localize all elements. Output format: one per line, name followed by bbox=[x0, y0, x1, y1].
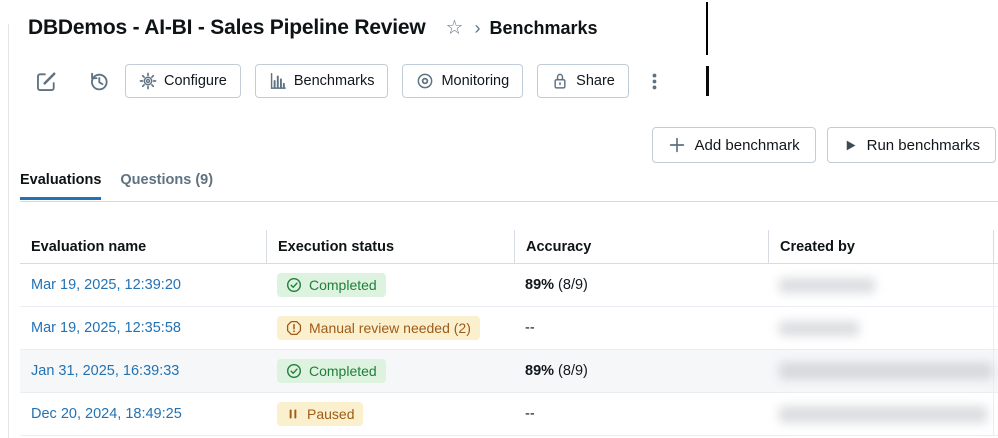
created-by-redacted bbox=[779, 277, 875, 293]
monitor-eye-icon bbox=[418, 73, 433, 89]
title-row: DBDemos - AI-BI - Sales Pipeline Review … bbox=[28, 12, 598, 44]
accuracy-detail: (8/9) bbox=[554, 277, 588, 293]
configure-label: Configure bbox=[164, 73, 227, 89]
check-circle-icon bbox=[286, 363, 302, 379]
lock-icon bbox=[554, 73, 566, 89]
tab-questions[interactable]: Questions (9) bbox=[120, 172, 214, 188]
column-header-accuracy: Accuracy bbox=[514, 230, 768, 263]
table-row[interactable]: Mar 19, 2025, 12:35:58 Manual review nee… bbox=[20, 307, 998, 350]
window-left-border bbox=[8, 24, 9, 438]
status-badge: Completed bbox=[277, 273, 386, 297]
run-benchmarks-label: Run benchmarks bbox=[866, 136, 980, 154]
caret-artifact-top bbox=[706, 2, 708, 55]
evaluations-table: Evaluation name Execution status Accurac… bbox=[20, 230, 998, 436]
accuracy-value: 89% bbox=[525, 277, 555, 293]
accuracy-detail: (8/9) bbox=[554, 363, 588, 379]
add-benchmark-button[interactable]: Add benchmark bbox=[651, 127, 816, 163]
accuracy-detail: -- bbox=[525, 320, 535, 336]
history-icon[interactable] bbox=[85, 68, 111, 94]
configure-button[interactable]: Configure bbox=[125, 64, 241, 98]
page-title: DBDemos - AI-BI - Sales Pipeline Review bbox=[28, 16, 426, 39]
status-badge: Completed bbox=[277, 359, 386, 383]
row-spacer bbox=[993, 264, 998, 306]
status-badge: Paused bbox=[277, 402, 364, 426]
status-label: Manual review needed (2) bbox=[309, 320, 471, 336]
row-spacer bbox=[993, 350, 998, 392]
kebab-menu-icon[interactable] bbox=[644, 68, 666, 94]
evaluation-link[interactable]: Dec 20, 2024, 18:49:25 bbox=[31, 406, 182, 422]
share-button[interactable]: Share bbox=[537, 64, 629, 98]
status-label: Paused bbox=[307, 406, 355, 422]
tab-evaluations[interactable]: Evaluations bbox=[20, 172, 102, 200]
pause-icon bbox=[289, 409, 297, 419]
row-spacer bbox=[993, 393, 998, 435]
monitoring-button[interactable]: Monitoring bbox=[402, 64, 524, 98]
plus-icon bbox=[669, 137, 684, 153]
share-label: Share bbox=[576, 73, 615, 89]
play-icon bbox=[846, 140, 855, 150]
toolbar: Configure Benchmarks Monitoring Share bbox=[33, 64, 666, 98]
evaluation-link[interactable]: Mar 19, 2025, 12:39:20 bbox=[31, 277, 181, 293]
benchmarks-label: Benchmarks bbox=[293, 73, 375, 89]
check-circle-icon bbox=[286, 277, 302, 293]
favorite-star-icon[interactable]: ☆ bbox=[445, 17, 464, 39]
add-benchmark-label: Add benchmark bbox=[694, 136, 800, 154]
tab-bar: Evaluations Questions (9) bbox=[20, 172, 213, 200]
column-header-created-by: Created by bbox=[768, 230, 993, 263]
edit-icon[interactable] bbox=[33, 68, 59, 94]
bar-chart-icon bbox=[270, 72, 286, 89]
tabs-divider bbox=[20, 201, 998, 202]
status-badge: Manual review needed (2) bbox=[277, 316, 480, 340]
table-header-row: Evaluation name Execution status Accurac… bbox=[20, 230, 998, 264]
benchmarks-button[interactable]: Benchmarks bbox=[254, 64, 389, 98]
row-spacer bbox=[993, 307, 998, 349]
table-row[interactable]: Dec 20, 2024, 18:49:25 Paused -- bbox=[20, 393, 998, 436]
monitoring-label: Monitoring bbox=[441, 73, 510, 89]
evaluation-link[interactable]: Mar 19, 2025, 12:35:58 bbox=[31, 320, 181, 336]
column-header-evaluation-name: Evaluation name bbox=[31, 238, 147, 255]
column-header-execution-status: Execution status bbox=[266, 230, 514, 263]
status-label: Completed bbox=[309, 363, 377, 379]
breadcrumb-benchmarks: Benchmarks bbox=[489, 17, 598, 38]
status-label: Completed bbox=[309, 277, 377, 293]
table-row[interactable]: Jan 31, 2025, 16:39:33 Completed 89% (8/… bbox=[20, 350, 998, 393]
caret-artifact-toolbar bbox=[706, 66, 709, 96]
accuracy-detail: -- bbox=[525, 406, 535, 422]
alert-octagon-icon bbox=[286, 320, 302, 336]
accuracy-value: 89% bbox=[525, 363, 555, 379]
run-benchmarks-button[interactable]: Run benchmarks bbox=[826, 127, 996, 163]
created-by-redacted bbox=[779, 320, 859, 336]
gear-icon bbox=[139, 72, 157, 90]
breadcrumb-chevron-icon: › bbox=[474, 18, 481, 38]
table-row[interactable]: Mar 19, 2025, 12:39:20 Completed 89% (8/… bbox=[20, 264, 998, 307]
benchmark-actions: Add benchmark Run benchmarks bbox=[651, 127, 996, 163]
column-header-spacer bbox=[993, 230, 998, 263]
created-by-redacted bbox=[779, 405, 987, 423]
evaluation-link[interactable]: Jan 31, 2025, 16:39:33 bbox=[31, 363, 180, 379]
created-by-redacted bbox=[779, 362, 993, 380]
